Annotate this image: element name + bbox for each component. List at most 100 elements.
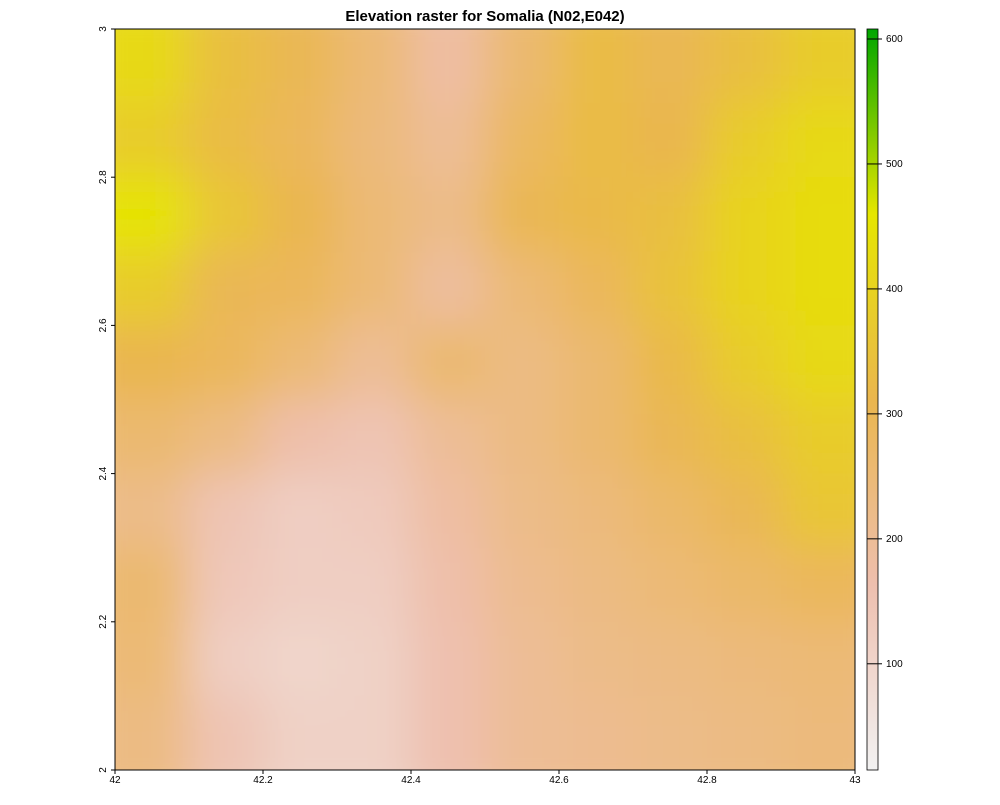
- raster-cell: [337, 325, 412, 401]
- raster-cell: [411, 251, 486, 327]
- raster-cell: [559, 251, 634, 327]
- raster-cell: [189, 251, 264, 327]
- raster-cell: [411, 177, 486, 253]
- raster-cell: [559, 103, 634, 179]
- raster-cell: [707, 547, 782, 623]
- raster-cell: [485, 695, 560, 770]
- raster-cell: [707, 399, 782, 475]
- x-tick-label: 42.2: [253, 775, 273, 786]
- raster-cell: [781, 399, 855, 475]
- x-tick-label: 42.6: [549, 775, 569, 786]
- raster-cell: [189, 399, 264, 475]
- raster-cell: [559, 399, 634, 475]
- raster-cell: [781, 251, 855, 327]
- raster-cell: [485, 177, 560, 253]
- x-tick-label: 42.8: [697, 775, 717, 786]
- raster-cell: [115, 251, 190, 327]
- colorbar-tick-label: 400: [886, 284, 903, 295]
- raster-cell: [781, 325, 855, 401]
- x-tick-label: 43: [849, 775, 861, 786]
- raster-cell: [485, 399, 560, 475]
- raster-cell: [559, 29, 634, 105]
- colorbar-tick-label: 600: [886, 34, 903, 45]
- y-tick-label: 2: [98, 767, 109, 773]
- raster-cell: [337, 103, 412, 179]
- raster-cell: [263, 695, 338, 770]
- raster-cell: [781, 177, 855, 253]
- raster-cell: [781, 621, 855, 697]
- raster-cell: [337, 621, 412, 697]
- raster-cell: [115, 399, 190, 475]
- y-tick-label: 3: [98, 26, 109, 32]
- raster-cell: [485, 473, 560, 549]
- raster-cell: [115, 621, 190, 697]
- raster-cell: [707, 621, 782, 697]
- raster-cell: [411, 695, 486, 770]
- raster-cell: [115, 29, 190, 105]
- raster-cell: [485, 621, 560, 697]
- chart-title: Elevation raster for Somalia (N02,E042): [345, 8, 624, 25]
- y-tick-label: 2.4: [98, 466, 109, 480]
- raster-cell: [337, 177, 412, 253]
- raster-cell: [337, 695, 412, 770]
- raster-cell: [337, 399, 412, 475]
- raster-cell: [411, 399, 486, 475]
- raster-cell: [559, 621, 634, 697]
- raster-cell: [189, 547, 264, 623]
- raster-cell: [263, 547, 338, 623]
- raster-cell: [633, 621, 708, 697]
- raster-cell: [781, 29, 855, 105]
- raster-cell: [115, 473, 190, 549]
- raster-cell: [411, 473, 486, 549]
- raster-cell: [189, 103, 264, 179]
- raster-cell: [411, 29, 486, 105]
- colorbar: [866, 28, 879, 771]
- raster-cell: [559, 177, 634, 253]
- raster-cell: [633, 177, 708, 253]
- raster-cell: [115, 547, 190, 623]
- raster-cell: [189, 177, 264, 253]
- raster-cell: [263, 251, 338, 327]
- colorbar-tick-label: 500: [886, 159, 903, 170]
- raster-cell: [115, 177, 190, 253]
- raster-cell: [189, 621, 264, 697]
- raster-cell: [485, 547, 560, 623]
- raster-cell: [411, 103, 486, 179]
- raster-cell: [263, 177, 338, 253]
- raster-cell: [707, 325, 782, 401]
- raster-cell: [633, 695, 708, 770]
- raster-cell: [189, 325, 264, 401]
- raster-cell: [115, 695, 190, 770]
- raster-cell: [559, 695, 634, 770]
- raster-cell: [337, 29, 412, 105]
- raster-cell: [263, 103, 338, 179]
- raster-cell: [337, 251, 412, 327]
- raster: [115, 29, 855, 770]
- raster-cell: [115, 325, 190, 401]
- x-tick-label: 42.4: [401, 775, 421, 786]
- raster-cell: [263, 399, 338, 475]
- raster-cell: [781, 103, 855, 179]
- raster-cell: [707, 251, 782, 327]
- raster-cell: [781, 695, 855, 770]
- y-tick-label: 2.6: [98, 318, 109, 332]
- raster-cell: [633, 29, 708, 105]
- y-tick-label: 2.8: [98, 170, 109, 184]
- raster-cell: [781, 547, 855, 623]
- raster-cell: [115, 103, 190, 179]
- raster-cell: [263, 473, 338, 549]
- raster-cell: [781, 473, 855, 549]
- raster-cell: [485, 251, 560, 327]
- raster-cell: [707, 695, 782, 770]
- raster-cell: [485, 29, 560, 105]
- raster-cell: [411, 325, 486, 401]
- raster-cell: [559, 473, 634, 549]
- raster-cell: [337, 473, 412, 549]
- raster-cell: [633, 325, 708, 401]
- raster-cell: [263, 325, 338, 401]
- raster-cell: [559, 547, 634, 623]
- raster-cell: [263, 29, 338, 105]
- x-tick-label: 42: [109, 775, 121, 786]
- raster-cell: [189, 695, 264, 770]
